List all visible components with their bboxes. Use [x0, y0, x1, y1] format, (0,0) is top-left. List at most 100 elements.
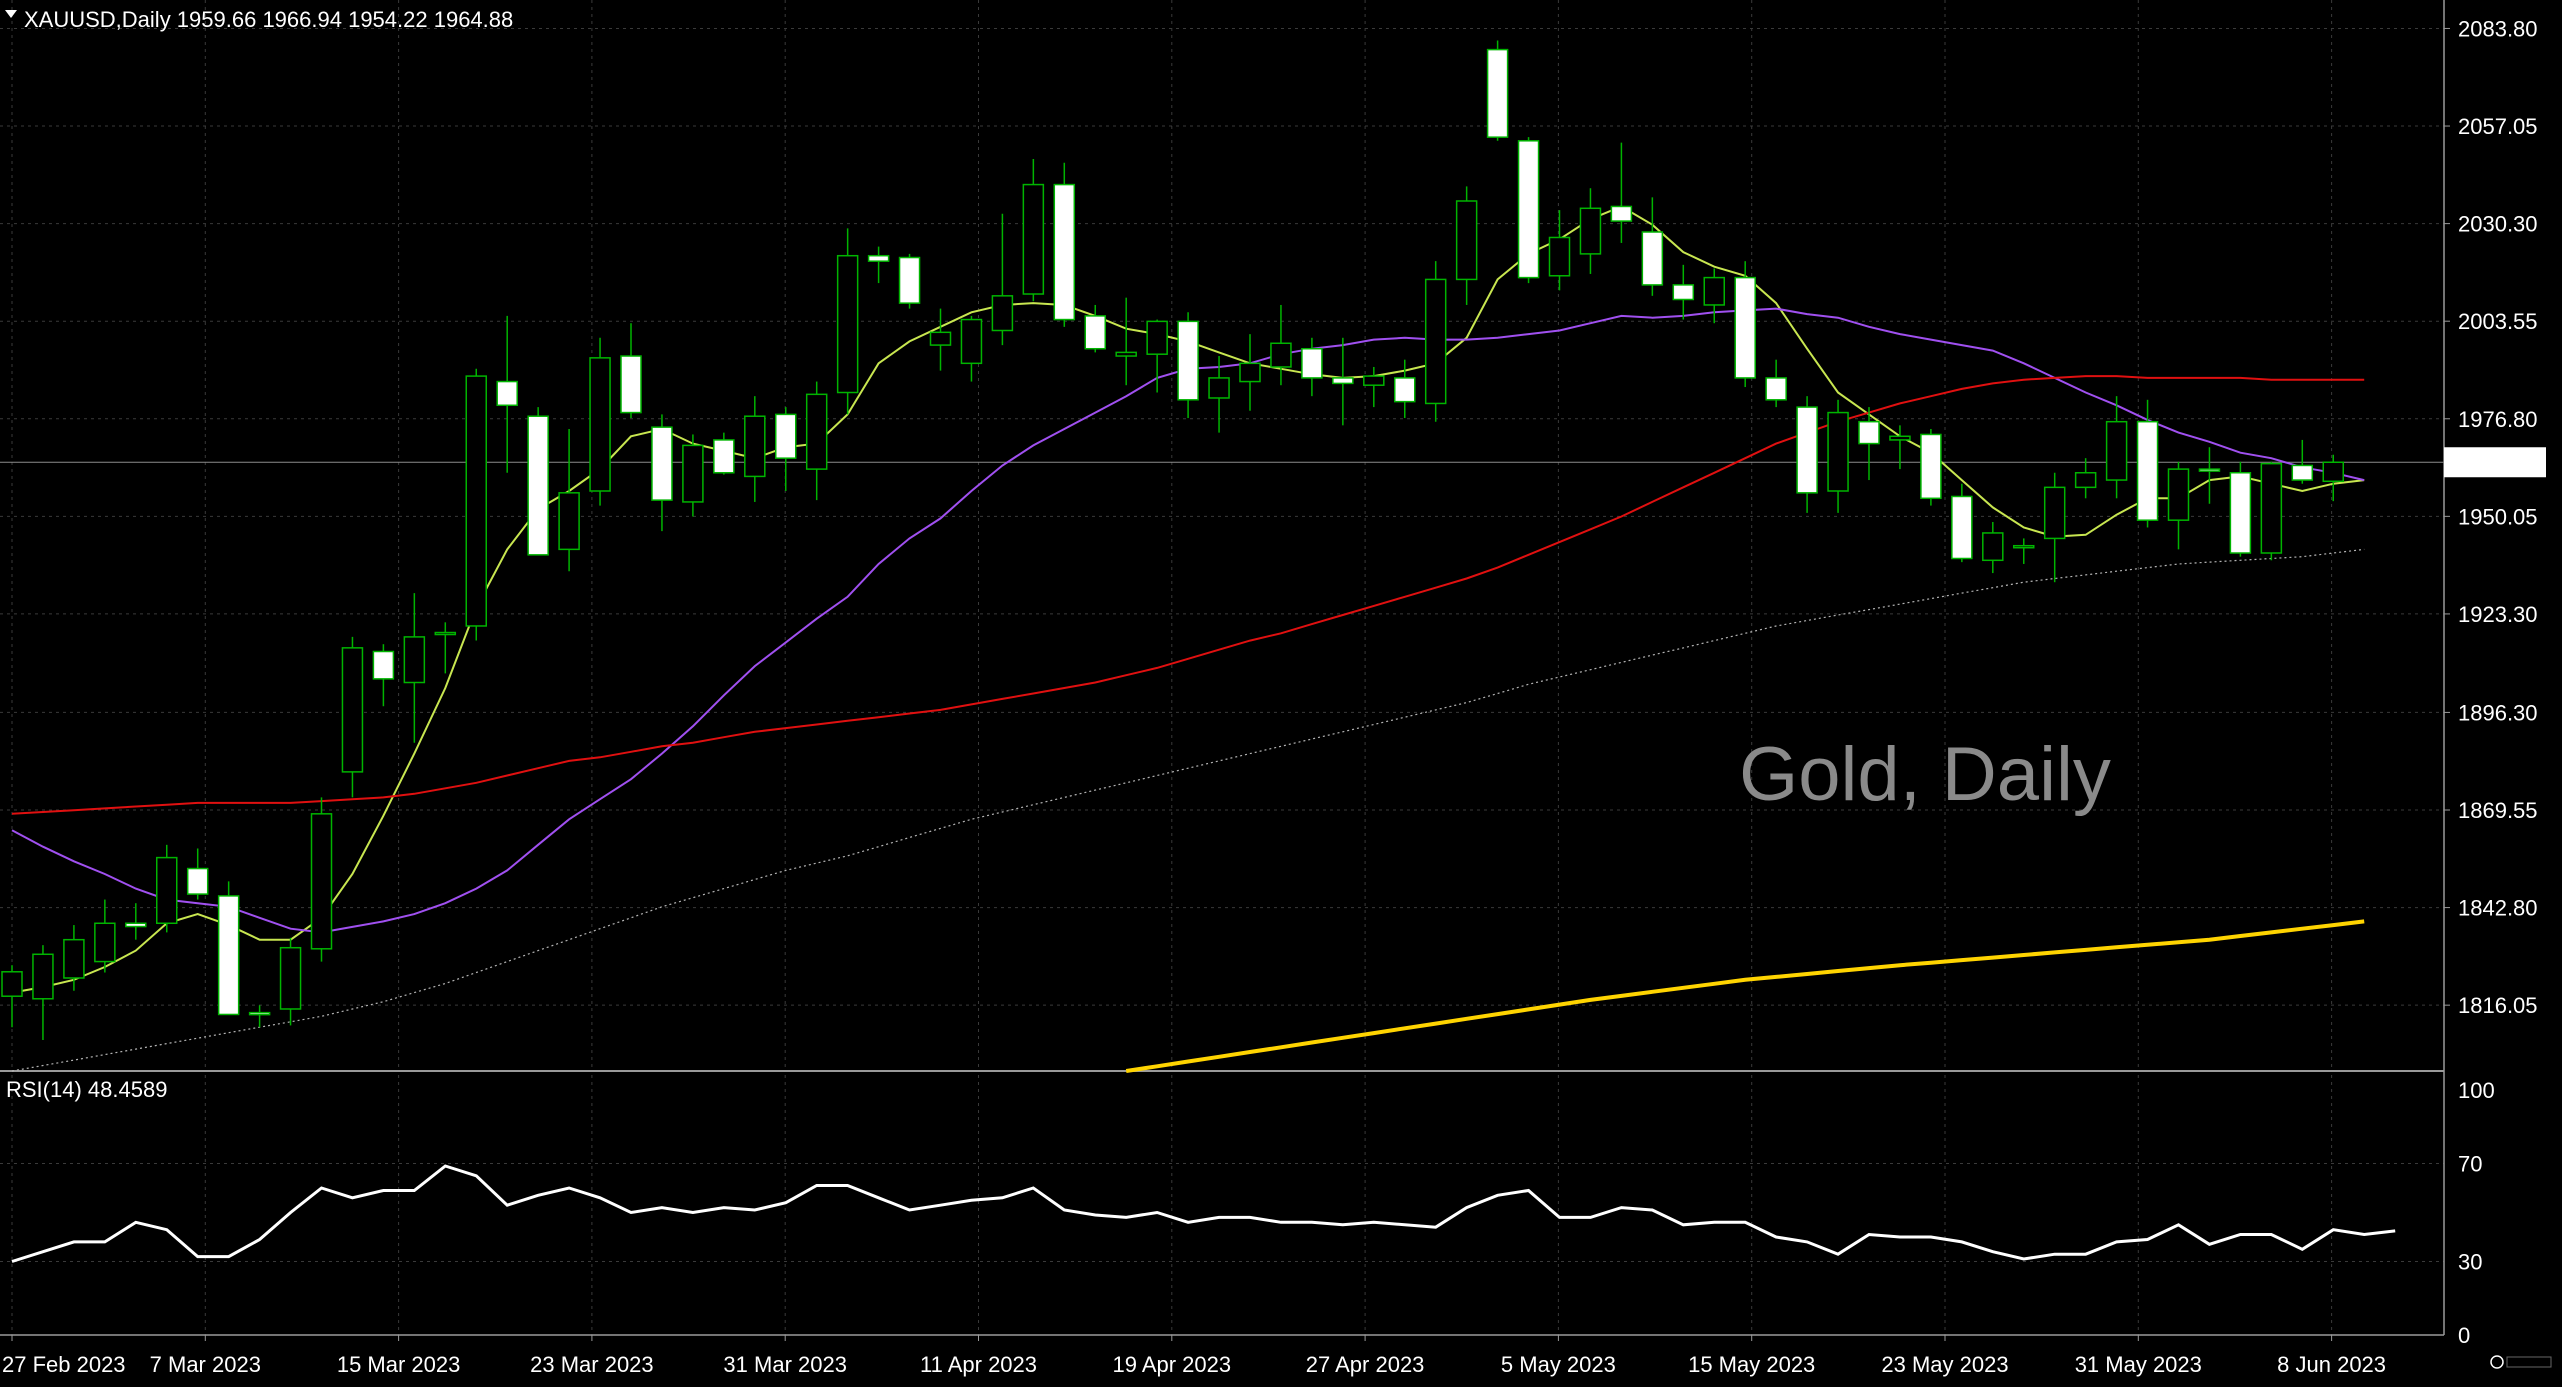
candle-body [2198, 468, 2221, 472]
y-tick-label: 1816.05 [2458, 993, 2538, 1018]
moving-average-line [11, 548, 2365, 1072]
candle-body [279, 946, 302, 1010]
candle-body [1208, 377, 1230, 399]
candle-body [1486, 48, 1509, 138]
x-tick-label: 31 Mar 2023 [723, 1352, 847, 1377]
y-tick-label: 2057.05 [2458, 114, 2538, 139]
candle-body [2013, 544, 2035, 549]
grid-lines [0, 0, 2445, 1336]
candle-body [1332, 377, 1354, 385]
y-tick-label: 1923.30 [2458, 602, 2538, 627]
y-tick-label: 2083.80 [2458, 16, 2538, 41]
rsi-panel [11, 1164, 2396, 1263]
candle-body [1982, 532, 2004, 562]
candle-body [620, 355, 642, 414]
candle-body [310, 813, 333, 950]
candle-body [32, 953, 54, 1000]
candle-body [186, 867, 209, 895]
rsi-tick-label: 70 [2458, 1152, 2482, 1177]
x-tick-label: 27 Apr 2023 [1306, 1352, 1425, 1377]
candle-body [836, 254, 859, 394]
candle-body [2167, 468, 2190, 521]
candle-body [713, 439, 735, 474]
candle-body [1301, 347, 1323, 379]
candle-body [1951, 495, 1973, 560]
candle-body [682, 444, 704, 503]
candle-body [1146, 320, 1168, 355]
current-price-tag [2444, 447, 2546, 478]
x-tick-label: 8 Jun 2023 [2277, 1352, 2386, 1377]
candle-body [1920, 433, 1942, 500]
candle-body [1177, 320, 1199, 401]
candle-body [2074, 472, 2097, 489]
candle-body [867, 254, 890, 262]
candle-body [1394, 377, 1416, 403]
candle-body [63, 938, 85, 979]
rsi-tick-label: 0 [2458, 1323, 2470, 1348]
candle-body [94, 922, 116, 963]
candle-body [1672, 284, 1695, 301]
candle-body [651, 426, 673, 501]
chevron-down-icon[interactable] [5, 10, 17, 18]
candle-body [2043, 486, 2066, 540]
x-tick-label: 23 May 2023 [1881, 1352, 2008, 1377]
y-tick-label: 1976.80 [2458, 407, 2538, 432]
x-tick-label: 31 May 2023 [2075, 1352, 2202, 1377]
candle-body [898, 256, 921, 304]
candle-body [2105, 420, 2128, 481]
candle-body [1455, 200, 1478, 281]
candle-body [1022, 183, 1045, 295]
candle-body [125, 922, 147, 928]
candle-body [744, 415, 766, 478]
candlesticks [1, 40, 2344, 1040]
candle-body [156, 856, 178, 925]
candle-body [991, 295, 1014, 332]
candle-body [1, 971, 23, 997]
y-tick-label: 1896.30 [2458, 700, 2538, 725]
watermark: Gold, Daily [1739, 732, 2111, 817]
candle-body [1579, 207, 1602, 255]
x-tick-label: 15 May 2023 [1688, 1352, 1815, 1377]
candle-body [1889, 435, 1911, 441]
candle-body [496, 380, 518, 407]
price-axis: 2083.80 2057.05 2030.30 2003.55 1976.80 1950.… [2444, 16, 2538, 1348]
y-tick-label: 2003.55 [2458, 309, 2538, 334]
candle-body [465, 375, 487, 627]
candle-body [805, 393, 828, 470]
candle-body [1424, 278, 1447, 405]
candle-body [1053, 183, 1076, 321]
candle-body [558, 492, 580, 551]
candle-body [1517, 140, 1540, 279]
candle-body [1548, 236, 1571, 277]
candle-body [341, 647, 364, 773]
moving-average-line [1125, 919, 2365, 1073]
rsi-line [11, 1164, 2396, 1263]
candle-body [1858, 420, 1880, 445]
y-tick-label: 1950.05 [2458, 504, 2538, 529]
x-tick-label: 5 May 2023 [1501, 1352, 1616, 1377]
candle-body [2260, 462, 2283, 554]
candle-body [2229, 472, 2252, 554]
candle-body [1641, 231, 1664, 286]
logo-icon [2490, 1355, 2552, 1369]
candle-body [1610, 205, 1633, 222]
candle-body [1363, 375, 1385, 386]
candle-body [403, 636, 426, 684]
rsi-tick-label: 30 [2458, 1250, 2482, 1275]
candle-body [1115, 351, 1137, 357]
x-tick-label: 27 Feb 2023 [2, 1352, 126, 1377]
symbol-header[interactable]: XAUUSD,Daily 1959.66 1966.94 1954.22 196… [24, 7, 513, 32]
rsi-tick-label: 100 [2458, 1078, 2495, 1103]
candle-body [217, 895, 240, 1016]
candle-body [2291, 464, 2314, 481]
candle-body [1239, 362, 1261, 383]
candle-body [1270, 342, 1292, 368]
date-axis: 27 Feb 2023 7 Mar 2023 15 Mar 2023 23 Mar 2… [2, 1335, 2386, 1377]
candle-body [527, 415, 549, 556]
candle-body [1734, 276, 1756, 379]
moving-average-line [11, 375, 2365, 815]
rsi-label: RSI(14) 48.4589 [6, 1077, 167, 1102]
candle-body [1765, 377, 1787, 401]
candle-body [960, 318, 983, 365]
